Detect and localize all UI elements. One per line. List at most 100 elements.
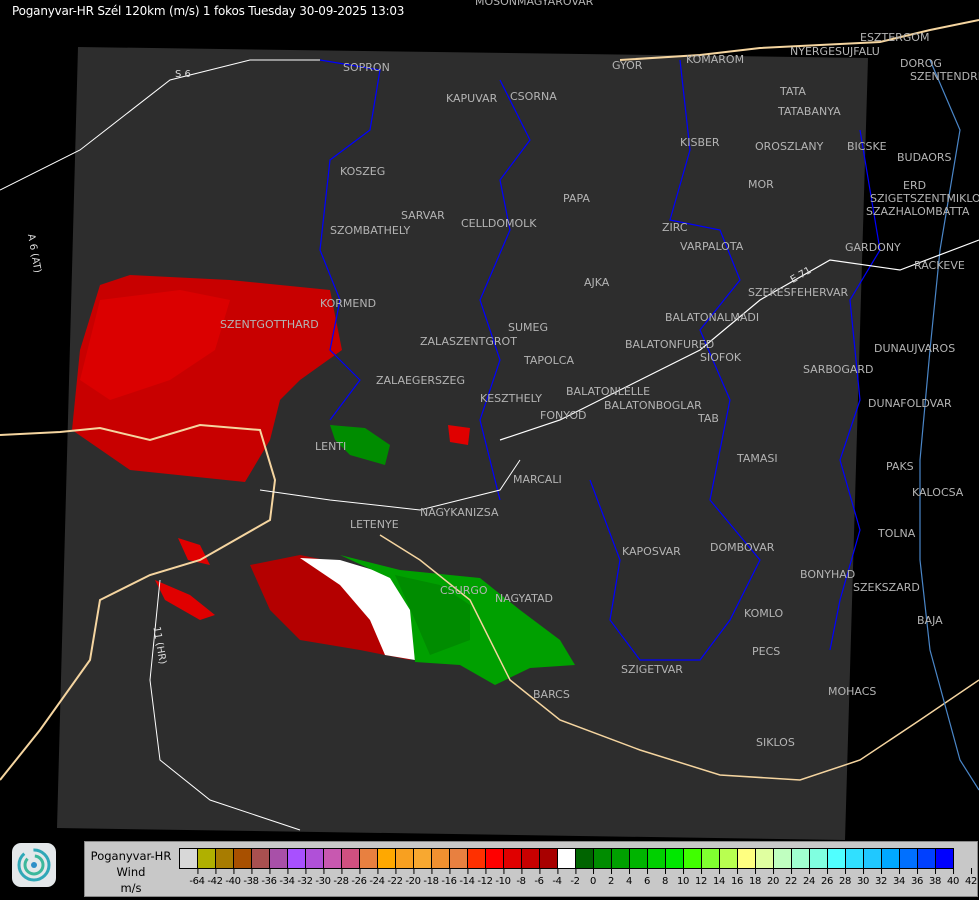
legend-tick-text: 4 (626, 876, 632, 887)
legend-tick-text: -14 (459, 876, 475, 887)
city-label: BUDAORS (897, 151, 952, 164)
city-label: BARCS (533, 688, 570, 701)
legend-tick-text: 34 (893, 876, 905, 887)
legend-tick-text: 38 (929, 876, 941, 887)
legend-tick-text: 30 (857, 876, 869, 887)
legend-tick-label: -2 (570, 868, 580, 887)
legend-tick-text: -38 (243, 876, 259, 887)
city-label: SARVAR (401, 209, 445, 222)
legend-swatch (396, 849, 414, 868)
city-label: VARPALOTA (680, 240, 744, 253)
legend-swatch (828, 849, 846, 868)
city-label: BALATONALMADI (665, 311, 760, 324)
legend-swatch (216, 849, 234, 868)
legend-tick-label: 22 (785, 868, 797, 887)
city-label: AJKA (584, 276, 610, 289)
swirl-logo-icon (17, 848, 51, 882)
legend-tick-label: 16 (731, 868, 743, 887)
legend-swatch (576, 849, 594, 868)
city-label: SARBOGARD (803, 363, 874, 376)
legend-tick-text: -26 (351, 876, 367, 887)
legend-swatch (198, 849, 216, 868)
legend-swatch (270, 849, 288, 868)
legend-swatch (288, 849, 306, 868)
city-label: DUNAFOLDVAR (868, 397, 952, 410)
legend-tick-text: 8 (662, 876, 668, 887)
legend-tick-label: 24 (803, 868, 815, 887)
legend-swatch (342, 849, 360, 868)
city-label: LETENYE (350, 518, 399, 531)
map-title: Poganyvar-HR Szél 120km (m/s) 1 fokos Tu… (12, 4, 405, 18)
legend-tick-text: -40 (225, 876, 241, 887)
legend-tick-label: -18 (423, 868, 439, 887)
city-label: SUMEG (508, 321, 548, 334)
city-label: CELLDOMOLK (461, 217, 537, 230)
city-label: BALATONLELLE (566, 385, 651, 398)
city-label: DUNAUJVAROS (874, 342, 956, 355)
legend-ticks: -64 -42 -40 -38 -36 -34 -32 -30 -28 -26 -24 -22 -20-… (179, 868, 979, 894)
city-label: CSORNA (510, 90, 557, 103)
legend-tick-label: -32 (297, 868, 313, 887)
city-label: FONYOD (540, 409, 587, 422)
city-label: TOLNA (878, 527, 916, 540)
legend-tick-label: -6 (534, 868, 544, 887)
legend-swatch (594, 849, 612, 868)
legend-tick-label: -12 (477, 868, 493, 887)
legend-swatch (414, 849, 432, 868)
city-label: ZALAEGERSZEG (376, 374, 466, 387)
legend-tick-label: 30 (857, 868, 869, 887)
city-label: KISBER (680, 136, 720, 149)
legend-tick-label: 28 (839, 868, 851, 887)
legend-swatch (540, 849, 558, 868)
city-label: SZENTGOTTHARD (220, 318, 319, 331)
legend-swatch (252, 849, 270, 868)
legend-tick-label: -22 (387, 868, 403, 887)
city-label: ZALASZENTGROT (420, 335, 517, 348)
city-label: SIKLOS (756, 736, 795, 749)
legend-tick-label: 26 (821, 868, 833, 887)
city-label: DOROG (900, 57, 942, 70)
city-label: RACKEVE (914, 259, 965, 272)
city-label: KORMEND (320, 297, 377, 310)
legend-tick-text: -18 (423, 876, 439, 887)
city-label: SZIGETSZENTMIKLOS (870, 192, 979, 205)
city-label: KOSZEG (340, 165, 386, 178)
city-label: PAPA (563, 192, 590, 205)
city-label: SZAZHALOMBATTA (866, 205, 970, 218)
legend-swatch (324, 849, 342, 868)
city-label: KAPUVAR (446, 92, 498, 105)
city-label: SZEKESFEHERVAR (748, 285, 849, 299)
legend-swatch (864, 849, 882, 868)
city-label: DOMBOVAR (710, 541, 775, 554)
legend-swatches (179, 848, 954, 869)
legend-tick-label: -4 (552, 868, 562, 887)
legend-tick-text: 40 (947, 876, 959, 887)
country-border-north (619, 19, 979, 61)
legend-swatch (738, 849, 756, 868)
echo-green-dark (395, 575, 470, 655)
county-border-2 (479, 79, 531, 501)
legend-tick-label: 20 (767, 868, 779, 887)
legend-swatch (360, 849, 378, 868)
legend-tick-text: 26 (821, 876, 833, 887)
legend-tick-label: -14 (459, 868, 475, 887)
legend-tick-text: -8 (516, 876, 526, 887)
legend-tick-label: -36 (261, 868, 277, 887)
legend-swatch (900, 849, 918, 868)
legend-tick-label: -40 (225, 868, 241, 887)
legend-tick-label: 42 (965, 868, 977, 887)
legend-tick-label: 0 (590, 868, 596, 887)
city-label: ERD (903, 179, 927, 192)
legend-swatch (756, 849, 774, 868)
legend-tick-label: -8 (516, 868, 526, 887)
legend-swatch (180, 849, 198, 868)
legend-tick-label: 10 (677, 868, 689, 887)
legend-tick-text: 20 (767, 876, 779, 887)
legend-tick-label: 14 (713, 868, 725, 887)
city-label: SIOFOK (700, 351, 742, 364)
city-label: KOMAROM (686, 53, 745, 66)
legend-tick-label: -28 (333, 868, 349, 887)
city-label: KAPOSVAR (622, 545, 681, 558)
